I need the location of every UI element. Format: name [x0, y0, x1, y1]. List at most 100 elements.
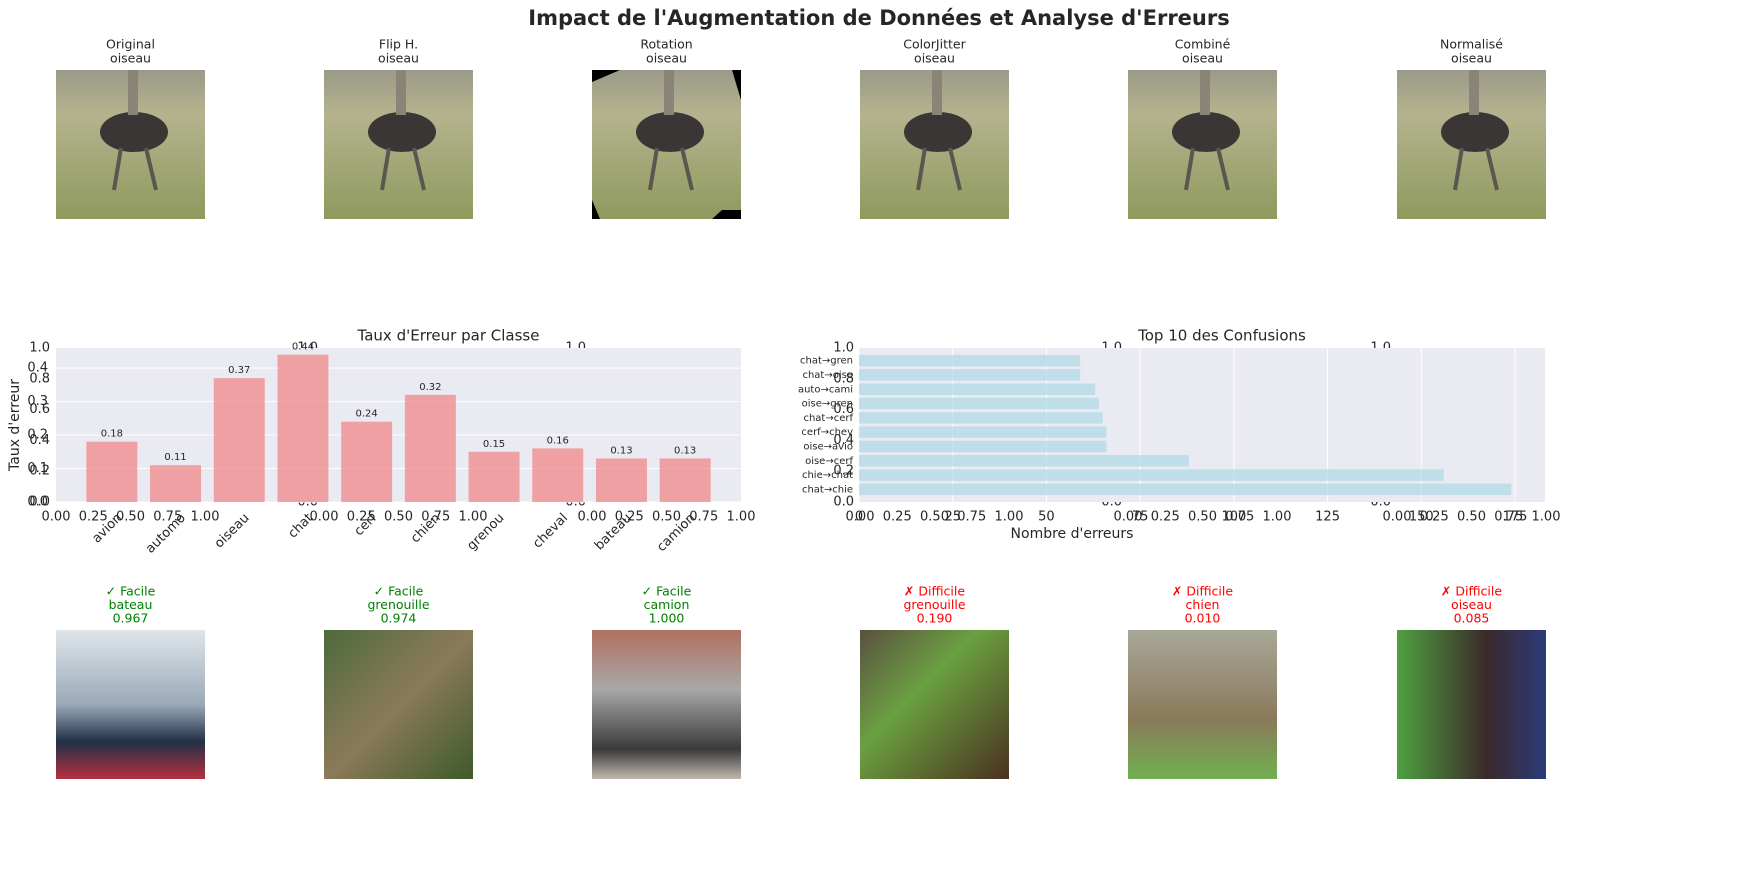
image-title: Rotation [640, 37, 692, 52]
image [860, 70, 1009, 219]
bar [859, 412, 1103, 424]
image-label: oiseau [914, 51, 955, 66]
image-shape [592, 200, 600, 219]
value-label: 0.37 [228, 365, 250, 376]
x-tick-label: 0.00 [42, 510, 71, 525]
x-tick-label: 1.00 [191, 510, 220, 525]
image-title: Flip H. [379, 37, 418, 52]
x-tick-label: 0.00 [1114, 510, 1143, 525]
value-label: 0.13 [674, 445, 696, 456]
y-tick-label: 0.2 [27, 428, 48, 443]
image-bg [592, 630, 741, 779]
image-shape [948, 147, 962, 191]
y-tick-label: 0.3 [27, 394, 48, 409]
y-tick-label: chat→cerf [803, 413, 853, 424]
prediction-status: ✗ Difficile [1172, 584, 1233, 599]
bar [150, 465, 202, 502]
image [592, 70, 741, 219]
x-tick-label: 0.75 [1494, 510, 1523, 525]
bar [859, 354, 1081, 367]
y-tick-label: chat→chie [802, 484, 853, 495]
image-shape [1172, 112, 1240, 152]
x-tick-label: 0.75 [421, 510, 450, 525]
bar [213, 378, 265, 502]
prediction-label: chien [1186, 597, 1220, 612]
y-tick-label: 0.0 [833, 495, 854, 510]
prediction-score: 0.010 [1185, 611, 1221, 626]
prediction-score: 0.967 [113, 611, 149, 626]
prediction-score: 0.190 [917, 611, 953, 626]
image-shape [144, 147, 158, 191]
x-tick-label: 1.00 [1263, 510, 1292, 525]
image [324, 70, 473, 219]
value-label: 0.11 [164, 452, 186, 463]
image [1128, 630, 1277, 779]
prediction-label: oiseau [1451, 597, 1492, 612]
value-label: 0.13 [610, 445, 632, 456]
x-tick-label: 0.25 [79, 510, 108, 525]
y-tick-label: 0.4 [27, 361, 48, 376]
image-shape [916, 147, 927, 191]
image [324, 630, 473, 779]
y-tick-label: 0.4 [29, 433, 50, 448]
image [56, 70, 205, 219]
image-title: Original [106, 37, 155, 52]
x-tick-label: 0.50 [1457, 510, 1486, 525]
image-shape [904, 112, 972, 152]
image-shape [680, 147, 694, 191]
x-tick-label: 1.00 [459, 510, 488, 525]
x-tick-label: 0.75 [957, 510, 986, 525]
image-shape [932, 70, 942, 115]
bar [595, 458, 647, 502]
image-shape [128, 70, 138, 115]
prediction-score: 0.974 [381, 611, 417, 626]
y-tick-label: 0.8 [29, 371, 50, 386]
x-tick-label: 175 [1503, 510, 1528, 525]
bar [859, 483, 1512, 496]
bar [859, 426, 1107, 438]
x-tick-label: 0.25 [1420, 510, 1449, 525]
image-shape [1441, 112, 1509, 152]
prediction-label: camion [644, 597, 690, 612]
image-shape [1184, 147, 1195, 191]
bar [277, 354, 329, 502]
image-shape [712, 210, 741, 219]
bar [859, 440, 1107, 453]
image-bg [324, 630, 473, 779]
x-tick-label: 0.25 [615, 510, 644, 525]
image-bg [860, 630, 1009, 779]
y-tick-label: cerf→chev [801, 427, 853, 438]
image-shape [380, 147, 391, 191]
image-title: ColorJitter [903, 37, 966, 52]
image-shape [1216, 147, 1230, 191]
y-tick-label: auto→cami [798, 384, 853, 395]
bar [532, 448, 584, 502]
prediction-status: ✗ Difficile [1441, 584, 1502, 599]
image-label: oiseau [1451, 51, 1492, 66]
image-label: oiseau [378, 51, 419, 66]
value-label: 0.32 [419, 382, 441, 393]
x-tick-label: 1.00 [1532, 510, 1561, 525]
image-shape [100, 112, 168, 152]
chart-title: Top 10 des Confusions [1137, 327, 1306, 345]
y-tick-label: 0.2 [833, 464, 854, 479]
image-bg [56, 630, 205, 779]
prediction-status: ✓ Facile [106, 584, 156, 599]
image-label: oiseau [1182, 51, 1223, 66]
y-tick-label: chat→gren [800, 356, 853, 367]
y-tick-label: 0.8 [833, 371, 854, 386]
value-label: 0.15 [483, 439, 505, 450]
image-shape [368, 112, 436, 152]
value-label: 0.16 [547, 435, 569, 446]
bar [404, 394, 456, 502]
x-tick-label: cheval [530, 511, 571, 552]
image [592, 630, 741, 779]
x-tick-label: 0.25 [1151, 510, 1180, 525]
y-tick-label: 0.6 [833, 402, 854, 417]
y-tick-label: oise→cerf [805, 456, 853, 467]
bar [468, 451, 520, 502]
value-label: 0.44 [292, 342, 314, 353]
image [1397, 70, 1546, 219]
y-tick-label: 0.0 [29, 495, 50, 510]
